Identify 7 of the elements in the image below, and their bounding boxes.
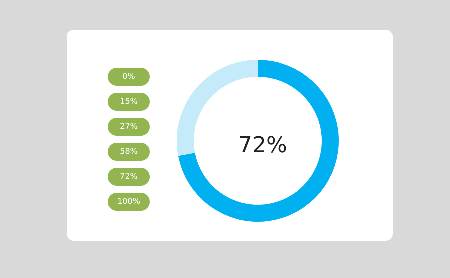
percent-button: 27% <box>108 118 150 136</box>
percent-button: 58% <box>108 143 150 161</box>
percent-button: 100% <box>108 193 150 211</box>
text: 72% <box>238 134 288 158</box>
percent-button: 0% <box>108 68 150 86</box>
percent-button: 72% <box>108 168 150 186</box>
percent-button: 15% <box>108 93 150 111</box>
